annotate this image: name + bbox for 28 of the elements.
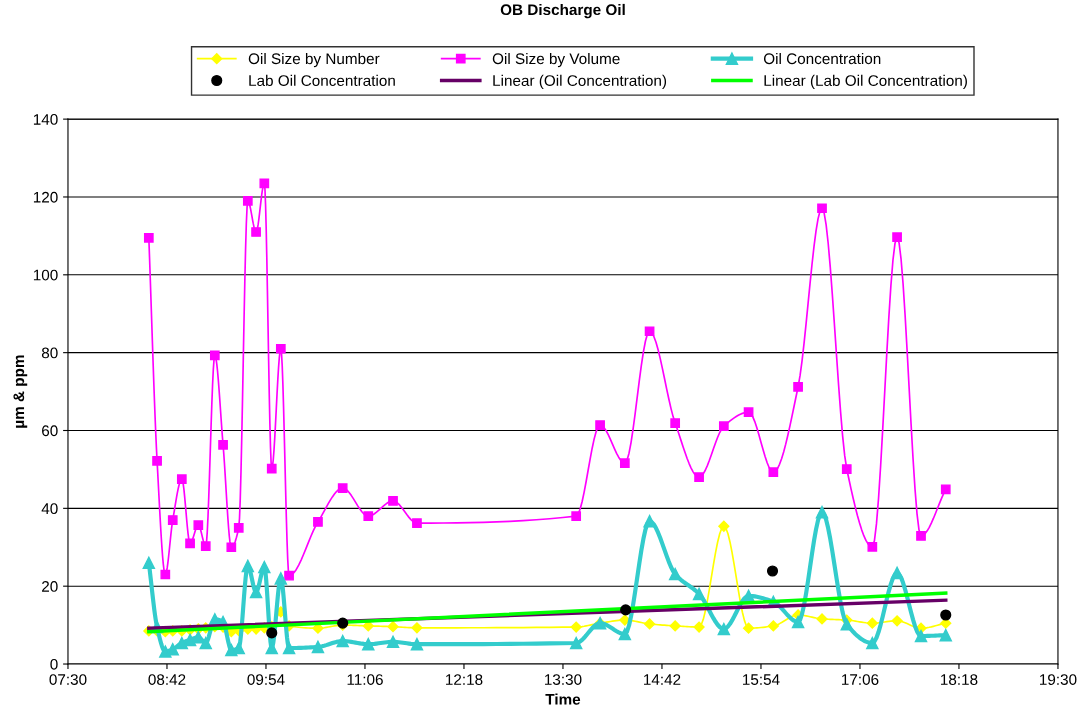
x-tick-label: 12:18: [446, 674, 483, 685]
legend-label: Linear (Oil Concentration): [493, 74, 667, 90]
y-tick-label: 20: [42, 581, 58, 592]
legend-label: Oil Size by Volume: [492, 52, 620, 68]
x-tick-label: 07:30: [49, 674, 87, 685]
legend-label: Linear (Lab Oil Concentration): [764, 74, 967, 90]
x-tick-label: 14:42: [644, 674, 681, 685]
x-axis-title: Time: [545, 693, 581, 705]
y-tick-label: 40: [41, 503, 58, 515]
y-axis-title: µm & ppm: [13, 355, 28, 428]
x-tick-label: 17:06: [842, 674, 879, 685]
x-tick-label: 18:18: [941, 674, 978, 685]
y-tick-label: 0: [50, 658, 58, 670]
x-tick-label: 11:06: [347, 674, 383, 685]
y-tick-label: 60: [42, 425, 58, 437]
y-tick-label: 120: [33, 191, 58, 203]
legend-label: Lab Oil Concentration: [249, 74, 395, 87]
chart-title: OB Discharge Oil: [500, 3, 625, 19]
y-tick-label: 80: [41, 347, 58, 359]
legend-label: Oil Size by Number: [248, 52, 380, 68]
y-tick-label: 100: [33, 269, 58, 281]
legend-label: Oil Concentration: [763, 52, 881, 65]
x-tick-label: 09:54: [247, 674, 285, 685]
x-tick-label: 15:54: [743, 674, 780, 685]
x-tick-label: 13:30: [545, 674, 582, 685]
x-tick-label: 19:30: [1040, 674, 1077, 685]
y-tick-label: 140: [33, 114, 58, 125]
x-tick-label: 08:42: [148, 674, 186, 685]
